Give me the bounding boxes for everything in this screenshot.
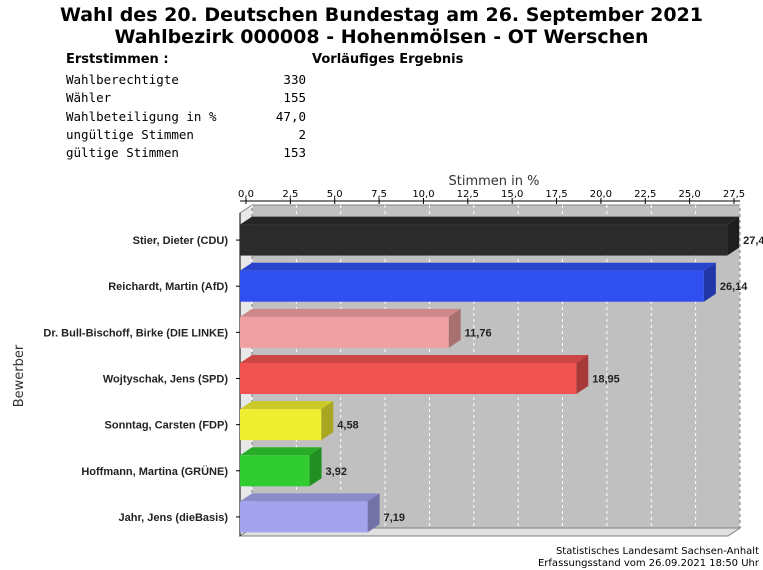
stat-value: 330: [283, 72, 306, 87]
data-label: 7,19: [384, 512, 405, 524]
x-tick-label: 7,5: [371, 189, 387, 200]
stat-value: 47,0: [275, 109, 306, 124]
section-label: Erststimmen :: [66, 52, 169, 67]
bar-end-face: [448, 308, 461, 348]
bar-top-face: [240, 401, 334, 410]
bar: [240, 224, 728, 256]
category-label: Reichardt, Martin (AfD): [108, 281, 228, 293]
bar: [240, 270, 704, 302]
bar-top-face: [240, 308, 461, 317]
stat-label: Wähler: [66, 90, 112, 105]
status-label: Vorläufiges Ergebnis: [312, 52, 464, 67]
bar: [240, 316, 449, 348]
page-subtitle: Wahlbezirk 000008 - Hohenmölsen - OT Wer…: [114, 26, 649, 48]
x-tick-label: 10,0: [412, 189, 434, 200]
data-label: 27,4: [743, 235, 763, 247]
bar-top-face: [240, 355, 589, 363]
x-tick-label: 15,0: [501, 189, 523, 200]
bar-end-face: [576, 355, 589, 394]
page-title: Wahl des 20. Deutschen Bundestag am 26. …: [59, 4, 704, 26]
bar: [240, 409, 322, 441]
category-label: Stier, Dieter (CDU): [133, 235, 229, 247]
x-tick-label: 5,0: [327, 189, 343, 200]
data-label: 4,58: [337, 420, 358, 432]
data-label: 18,95: [592, 374, 620, 386]
x-tick-label: 25,0: [679, 189, 701, 200]
x-tick-label: 0,0: [238, 189, 254, 200]
data-label: 11,76: [465, 327, 492, 339]
stat-value: 2: [298, 127, 306, 142]
bar-end-face: [309, 447, 322, 487]
bar-end-face: [727, 216, 740, 256]
x-tick-label: 22,5: [634, 189, 656, 200]
stat-label: Wahlberechtigte: [66, 72, 179, 87]
stat-row: Wahlbeteiligung in % 47,0: [66, 109, 306, 127]
x-tick-label: 17,5: [545, 189, 567, 200]
bar-top-face: [240, 216, 740, 225]
bar-end-face: [367, 493, 380, 533]
data-label: 3,92: [326, 466, 347, 478]
footer-timestamp: Erfassungsstand vom 26.09.2021 18:50 Uhr: [537, 558, 759, 569]
category-label: Wojtyschak, Jens (SPD): [103, 374, 228, 386]
bar-end-face: [703, 262, 716, 302]
category-label: Dr. Bull-Bischoff, Birke (DIE LINKE): [43, 327, 228, 339]
x-tick-label: 20,0: [590, 189, 612, 200]
bar-top-face: [240, 447, 322, 456]
bar-top-face: [240, 493, 380, 502]
bar-chart: 0,0 2,5 5,0 7,5 10,0 12,5 15,0 17,5 20,0 22,5 25,0…: [12, 174, 763, 537]
stat-value: 155: [283, 90, 306, 105]
y-axis-title: Bewerber: [12, 344, 27, 407]
x-tick-label: 2,5: [282, 189, 298, 200]
x-tick-label: 27,5: [723, 189, 745, 200]
category-label: Jahr, Jens (dieBasis): [119, 512, 229, 524]
bar: [240, 501, 368, 533]
stat-value: 153: [283, 145, 306, 160]
x-axis-title: Stimmen in %: [449, 174, 540, 189]
bar: [240, 455, 310, 487]
stat-label: gültige Stimmen: [66, 145, 179, 160]
stat-label: ungültige Stimmen: [66, 127, 194, 142]
footer-source: Statistisches Landesamt Sachsen-Anhalt: [555, 546, 759, 557]
data-label: 26,14: [720, 281, 748, 293]
stat-row: Wahlberechtigte 330: [66, 72, 306, 90]
stat-row: Wähler 155: [66, 90, 306, 108]
category-label: Sonntag, Carsten (FDP): [105, 420, 229, 432]
stat-row: ungültige Stimmen 2: [66, 127, 306, 145]
bar-top-face: [240, 262, 716, 271]
bar-end-face: [321, 401, 334, 441]
x-tick-label: 12,5: [457, 189, 479, 200]
bar: [240, 363, 577, 394]
category-label: Hoffmann, Martina (GRÜNE): [81, 465, 228, 478]
stat-row: gültige Stimmen 153: [66, 145, 306, 163]
stat-label: Wahlbeteiligung in %: [66, 109, 217, 124]
